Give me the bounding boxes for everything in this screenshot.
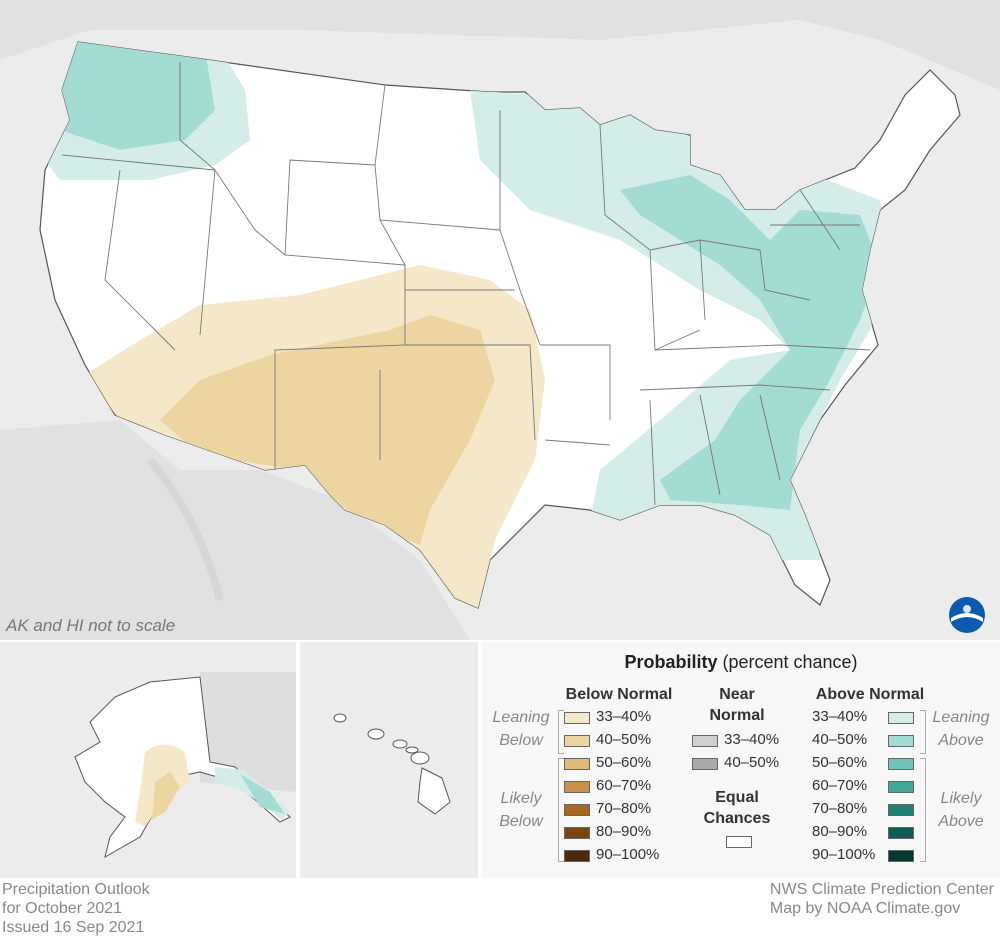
likely-below-label: Likely Below <box>482 787 560 833</box>
conus-map: AK and HI not to scale <box>0 0 1000 640</box>
below-normal-label-4: 70–80% <box>596 800 652 817</box>
above-normal-label-3: 60–70% <box>812 777 868 794</box>
below-normal-swatch-5 <box>564 827 590 839</box>
mexico-region <box>0 420 470 640</box>
noaa-logo-icon <box>948 596 986 634</box>
above-normal-label-6: 90–100% <box>812 846 876 863</box>
leaning-above-line2: Above <box>938 732 984 749</box>
conus-map-svg <box>0 0 1000 640</box>
equal-chances-line1: Equal <box>715 789 759 806</box>
below-normal-label-6: 90–100% <box>596 846 660 863</box>
footer-map-credit: Map by NOAA Climate.gov <box>769 900 961 917</box>
leaning-below-bracket <box>558 710 564 754</box>
below-normal-swatch-0 <box>564 712 590 724</box>
likely-below-bracket <box>558 758 564 862</box>
below-normal-swatch-6 <box>564 850 590 862</box>
near-normal-heading: Near Normal <box>692 684 782 726</box>
above-normal-label-1: 40–50% <box>812 731 868 748</box>
above-normal-swatch-1 <box>888 735 914 747</box>
leaning-above-bracket <box>920 710 926 754</box>
likely-above-line1: Likely <box>940 790 982 807</box>
likely-below-line2: Below <box>499 813 543 830</box>
leaning-above-line1: Leaning <box>932 709 990 726</box>
legend-title: Probability (percent chance) <box>482 652 1000 673</box>
legend-title-rest: (percent chance) <box>717 652 858 672</box>
legend-title-bold: Probability <box>624 652 718 672</box>
above-normal-swatch-2 <box>888 758 914 770</box>
footer-period: for October 2021 <box>2 900 123 917</box>
leaning-below-line2: Below <box>499 732 543 749</box>
leaning-above-label: Leaning Above <box>922 706 1000 752</box>
hawaii-inset <box>300 642 478 878</box>
alaska-inset <box>0 642 296 878</box>
footer-credits: NWS Climate Prediction Center Map by NOA… <box>770 880 994 918</box>
above-normal-swatch-5 <box>888 827 914 839</box>
above-normal-label-2: 50–60% <box>812 754 868 771</box>
below-normal-label-0: 33–40% <box>596 708 652 725</box>
above-normal-heading: Above Normal <box>815 686 925 703</box>
below-normal-heading: Below Normal <box>565 686 673 703</box>
hawaii-map-svg <box>300 642 478 878</box>
footer-outlook-info: Precipitation Outlook for October 2021 I… <box>2 880 150 937</box>
leaning-below-line1: Leaning <box>492 709 550 726</box>
near-normal-label-1: 40–50% <box>724 754 780 771</box>
likely-above-label: Likely Above <box>922 787 1000 833</box>
legend-panel: Probability (percent chance) Below Norma… <box>482 642 1000 878</box>
equal-chances-heading: Equal Chances <box>692 787 782 829</box>
baja-hint <box>146 457 224 601</box>
above-normal-swatch-0 <box>888 712 914 724</box>
leaning-below-label: Leaning Below <box>482 706 560 752</box>
sw-40-below <box>160 315 495 545</box>
footer-issued: Issued 16 Sep 2021 <box>2 919 145 936</box>
below-normal-label-5: 80–90% <box>596 823 652 840</box>
scale-note: AK and HI not to scale <box>6 616 176 635</box>
above-normal-label-5: 80–90% <box>812 823 868 840</box>
below-normal-label-1: 40–50% <box>596 731 652 748</box>
below-normal-label-3: 60–70% <box>596 777 652 794</box>
footer-title: Precipitation Outlook <box>2 881 150 898</box>
pnw-40-above <box>50 42 215 150</box>
above-normal-swatch-6 <box>888 850 914 862</box>
alaska-map-svg <box>0 642 296 878</box>
equal-chances-line2: Chances <box>703 810 771 827</box>
near-normal-swatch-0 <box>692 735 718 747</box>
footer-agency: NWS Climate Prediction Center <box>769 881 994 898</box>
likely-above-line2: Above <box>938 813 984 830</box>
below-normal-swatch-4 <box>564 804 590 816</box>
below-normal-swatch-2 <box>564 758 590 770</box>
equal-chances-swatch <box>726 836 752 848</box>
near-normal-line1: Near <box>719 686 755 703</box>
near-normal-line2: Normal <box>709 707 765 724</box>
likely-above-bracket <box>920 758 926 862</box>
below-normal-swatch-1 <box>564 735 590 747</box>
above-normal-label-4: 70–80% <box>812 800 868 817</box>
near-normal-swatch-1 <box>692 758 718 770</box>
likely-below-line1: Likely <box>500 790 542 807</box>
below-normal-swatch-3 <box>564 781 590 793</box>
east-40-above <box>620 175 880 510</box>
above-normal-label-0: 33–40% <box>812 708 868 725</box>
near-normal-label-0: 33–40% <box>724 731 780 748</box>
above-normal-swatch-4 <box>888 804 914 816</box>
canada-region <box>0 0 1000 90</box>
below-normal-label-2: 50–60% <box>596 754 652 771</box>
above-normal-swatch-3 <box>888 781 914 793</box>
state-borders <box>61 62 871 506</box>
